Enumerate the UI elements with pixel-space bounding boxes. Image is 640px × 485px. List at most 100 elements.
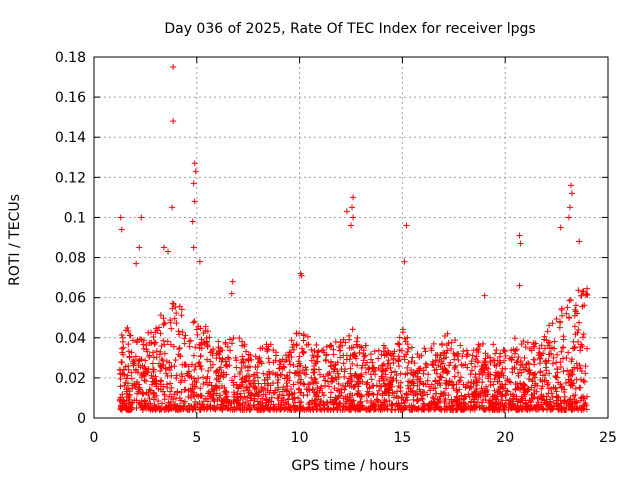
data-point (259, 395, 266, 402)
data-point (566, 297, 573, 304)
x-tick-label: 5 (192, 430, 201, 446)
data-point (226, 336, 233, 343)
data-point (347, 400, 354, 407)
data-point (155, 398, 162, 405)
data-point (341, 373, 348, 380)
data-point (189, 388, 196, 395)
data-point (440, 391, 447, 398)
data-point (504, 376, 511, 383)
data-point (178, 377, 185, 384)
data-point (255, 406, 262, 413)
data-point (157, 367, 164, 374)
data-point (285, 354, 292, 361)
data-point (190, 352, 197, 359)
data-point (473, 403, 480, 410)
data-point (228, 290, 235, 297)
data-point (158, 342, 165, 349)
data-point (251, 396, 258, 403)
data-point (385, 392, 392, 399)
data-point (210, 391, 217, 398)
data-point (211, 405, 218, 412)
data-point (567, 372, 574, 379)
data-point (133, 405, 140, 412)
data-point (149, 360, 156, 367)
data-point (474, 359, 481, 366)
data-point (179, 405, 186, 412)
data-point (245, 355, 252, 362)
data-point (303, 386, 310, 393)
data-point (255, 380, 262, 387)
data-point (342, 383, 349, 390)
data-point (314, 396, 321, 403)
data-point (473, 353, 480, 360)
data-point (457, 377, 464, 384)
data-point (149, 349, 156, 356)
data-point (576, 319, 583, 326)
data-point (482, 350, 489, 357)
data-point (275, 384, 282, 391)
data-point (414, 351, 421, 358)
data-point (343, 398, 350, 405)
data-point (189, 218, 196, 225)
data-point (163, 406, 170, 413)
data-point (404, 397, 411, 404)
data-point (518, 341, 525, 348)
data-point (236, 335, 243, 342)
data-point (135, 381, 142, 388)
data-point (286, 349, 293, 356)
data-point (385, 357, 392, 364)
data-point (124, 324, 131, 331)
data-point (291, 395, 298, 402)
data-point (291, 390, 298, 397)
data-point (380, 401, 387, 408)
data-point (518, 369, 525, 376)
data-point (238, 381, 245, 388)
data-point (294, 379, 301, 386)
data-point (362, 369, 369, 376)
data-point (441, 365, 448, 372)
data-point (350, 194, 357, 201)
data-point (327, 399, 334, 406)
data-point (411, 360, 418, 367)
data-point (337, 339, 344, 346)
data-point (487, 354, 494, 361)
data-point (409, 354, 416, 361)
data-point (358, 364, 365, 371)
data-point (120, 344, 127, 351)
data-point (168, 393, 175, 400)
data-point (246, 383, 253, 390)
data-point (350, 397, 357, 404)
data-point (330, 401, 337, 408)
data-point (542, 364, 549, 371)
data-point (529, 378, 536, 385)
data-point (129, 385, 136, 392)
data-point (315, 353, 322, 360)
data-point (398, 347, 405, 354)
data-point (335, 380, 342, 387)
data-point (157, 312, 164, 319)
data-point (245, 401, 252, 408)
data-point (470, 347, 477, 354)
data-point (284, 383, 291, 390)
data-point (565, 349, 572, 356)
data-point (261, 405, 268, 412)
data-point (441, 350, 448, 357)
data-point (577, 347, 584, 354)
data-point (152, 339, 159, 346)
data-point (298, 272, 305, 279)
x-axis-label: GPS time / hours (291, 458, 408, 474)
data-point (164, 372, 171, 379)
data-point (543, 393, 550, 400)
data-point (472, 363, 479, 370)
data-point (507, 379, 514, 386)
data-point (420, 380, 427, 387)
data-point (455, 369, 462, 376)
data-point (391, 368, 398, 375)
y-tick-label: 0.12 (55, 170, 86, 186)
data-point (444, 330, 451, 337)
data-point (396, 334, 403, 341)
y-tick-label: 0.02 (55, 371, 86, 387)
data-point (481, 357, 488, 364)
data-point (173, 372, 180, 379)
